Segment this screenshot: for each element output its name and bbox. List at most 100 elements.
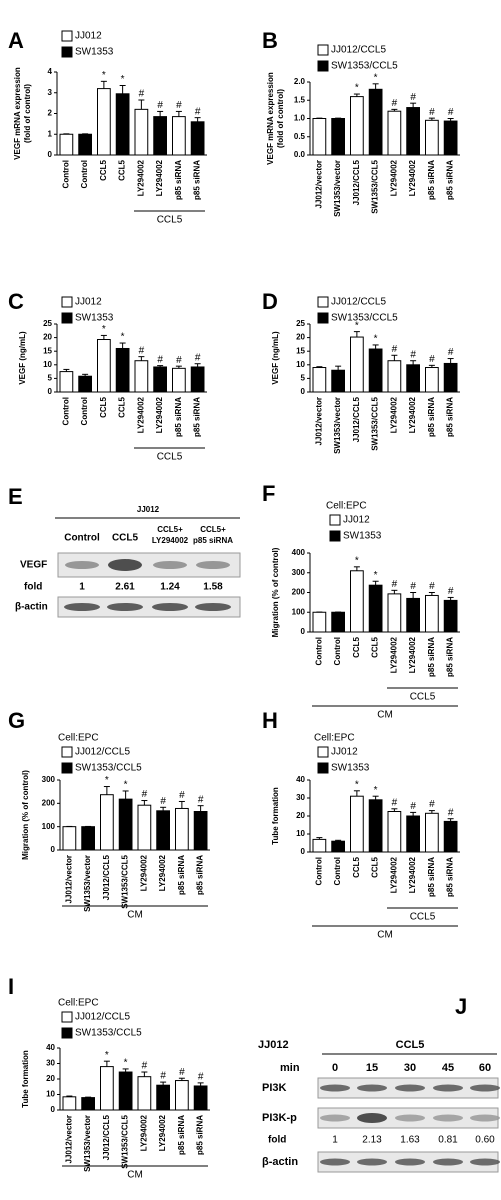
x-tick-label: SW1353/vector [83, 1115, 92, 1172]
legend-swatch [61, 296, 73, 308]
y-tick-label: 30 [46, 1059, 55, 1068]
bar [137, 1076, 152, 1111]
legend-swatch [317, 762, 329, 774]
legend-swatch [61, 312, 73, 324]
x-tick-label: LY294002 [139, 1114, 148, 1151]
significance-mark: # [160, 1071, 166, 1082]
bar [312, 367, 327, 393]
bar [406, 364, 420, 393]
y-tick-label: 0 [301, 847, 306, 856]
blot-panel [57, 596, 241, 618]
footer-label: CM [127, 1170, 143, 1181]
x-tick-label: CCL5 [99, 159, 108, 180]
x-tick-label: p85 siRNA [446, 397, 455, 437]
footer-label: CM [377, 930, 393, 941]
bar [115, 93, 130, 156]
row-label: fold [24, 582, 42, 593]
y-tick-label: 20 [296, 811, 305, 820]
bar [62, 826, 77, 851]
legend-label: JJ012/CCL5 [331, 45, 386, 56]
y-tick-label: 0.0 [294, 150, 306, 159]
x-tick-label: p85 siRNA [427, 637, 436, 677]
bar [387, 110, 402, 156]
significance-mark: * [102, 324, 106, 335]
y-tick-label: 5 [48, 374, 53, 383]
x-tick-label: p85 siRNA [174, 397, 183, 437]
fold-value: 1.58 [203, 582, 223, 593]
y-tick-label: 1 [48, 129, 53, 138]
y-tick-label: 10 [296, 360, 305, 369]
row-label: PI3K-p [262, 1112, 297, 1124]
bar [443, 820, 458, 853]
blot-band [433, 1084, 463, 1092]
bar [312, 118, 327, 156]
footer-label: CM [127, 910, 143, 921]
y-tick-label: 0.5 [294, 132, 306, 141]
x-tick-label: Control [333, 637, 342, 665]
legend-label: JJ012 [343, 515, 370, 526]
bar [153, 116, 167, 156]
legend-label: SW1353/CCL5 [75, 763, 142, 774]
y-tick-label: 2.0 [294, 77, 306, 86]
lane-label: Control [64, 533, 100, 544]
bar [443, 362, 458, 393]
bar [78, 133, 92, 156]
x-tick-label: Control [61, 397, 70, 425]
row-label: β-actin [262, 1156, 298, 1168]
bar [190, 366, 205, 393]
y-axis-label: VEGF (ng/mL) [18, 331, 27, 385]
legend-swatch [317, 44, 329, 56]
blot-band [320, 1158, 350, 1166]
significance-mark: * [355, 555, 359, 566]
bar [350, 96, 364, 156]
blot-band [357, 1158, 387, 1166]
y-tick-label: 100 [42, 822, 56, 831]
y-tick-label: 20 [43, 333, 52, 342]
y-tick-label: 2 [48, 109, 53, 118]
significance-mark: * [105, 1050, 109, 1061]
y-tick-label: 0 [51, 1105, 56, 1114]
x-tick-label: Control [314, 857, 323, 885]
bar [190, 121, 205, 156]
significance-mark: * [374, 72, 378, 83]
legend-label: SW1353 [75, 313, 114, 324]
legend-swatch [61, 1027, 73, 1039]
x-tick-label: JJ012/vector [314, 160, 323, 208]
significance-mark: # [429, 354, 435, 365]
x-tick-label: Control [61, 160, 70, 188]
blot-band [107, 603, 143, 611]
lane-label: 15 [366, 1062, 378, 1074]
bar [97, 88, 111, 156]
y-axis-label: VEGF mRNA expression [266, 72, 275, 165]
x-tick-label: LY294002 [389, 159, 398, 196]
significance-mark: # [448, 807, 454, 818]
y-tick-label: 40 [46, 1043, 55, 1052]
x-tick-label: p85 siRNA [446, 160, 455, 200]
panel-letter: D [262, 289, 278, 314]
treatment-label: CCL5 [396, 1039, 425, 1051]
significance-mark: # [448, 586, 454, 597]
x-tick-label: CCL5 [352, 636, 361, 657]
bar [59, 371, 74, 393]
significance-mark: * [124, 780, 128, 791]
x-tick-label: SW1353/vector [333, 397, 342, 454]
significance-mark: # [176, 355, 182, 366]
x-tick-label: LY294002 [389, 856, 398, 893]
blot-title: JJ012 [137, 505, 160, 514]
bar [100, 1066, 114, 1111]
legend-swatch [61, 30, 73, 42]
x-tick-label: LY294002 [136, 396, 145, 433]
group-label: CCL5 [157, 215, 183, 226]
significance-mark: * [374, 334, 378, 345]
significance-mark: # [142, 789, 148, 800]
legend-label: SW1353/CCL5 [331, 61, 398, 72]
subtitle: Cell:EPC [326, 501, 367, 512]
significance-mark: # [392, 797, 398, 808]
bar [406, 597, 420, 633]
x-tick-label: p85 siRNA [196, 855, 205, 895]
x-tick-label: p85 siRNA [196, 1115, 205, 1155]
subtitle: Cell:EPC [58, 998, 99, 1009]
blot-band [65, 561, 99, 569]
y-tick-label: 20 [46, 1074, 55, 1083]
significance-mark: # [157, 100, 163, 111]
